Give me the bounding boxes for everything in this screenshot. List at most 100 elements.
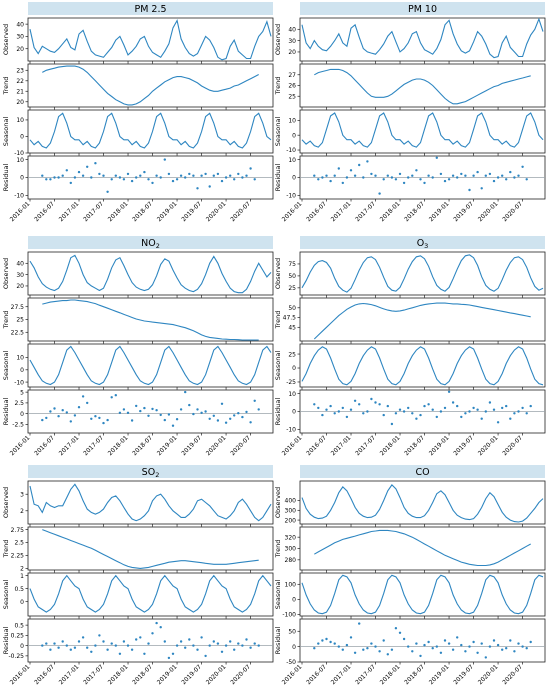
ytick-label: 21 <box>16 88 24 95</box>
residual-point <box>366 647 369 650</box>
residual-point <box>353 399 357 402</box>
residual-point <box>317 406 320 410</box>
xtick-label: 2016-01 <box>9 200 32 223</box>
ytick-label: 300 <box>285 546 297 553</box>
residual-point <box>423 404 426 408</box>
residual-point <box>77 170 81 174</box>
xtick-label: 2018-01 <box>107 663 130 686</box>
residual-point <box>175 178 179 181</box>
residual-point <box>488 401 492 404</box>
residual-point <box>102 421 105 425</box>
residual-point <box>407 176 410 179</box>
residual-point <box>135 638 138 641</box>
chart-title: NO2 <box>141 238 160 250</box>
residual-point <box>411 650 414 653</box>
ytick-label: 1 <box>20 573 24 580</box>
residual-point <box>321 413 324 417</box>
residual-point <box>313 174 316 177</box>
residual-point <box>353 174 357 177</box>
residual-point <box>484 410 487 413</box>
xtick-label: 2019-07 <box>452 434 475 457</box>
residual-point <box>476 408 479 411</box>
seasonal-line <box>29 112 272 149</box>
residual-point <box>98 416 101 420</box>
residual-point <box>431 408 434 411</box>
residual-point <box>45 642 48 645</box>
residual-panel: Residual -10 0 10 2016-01 2016-07 2017-01 2017-… <box>274 155 546 223</box>
residual-point <box>171 424 175 427</box>
ytick-label: 2.25 <box>11 553 25 560</box>
residual-point <box>362 648 365 651</box>
residual-point <box>370 397 373 401</box>
chart-title: PM 2.5 <box>134 4 166 15</box>
ytick-label: 10 <box>16 355 24 362</box>
residual-point <box>98 634 101 637</box>
xtick-label: 2018-01 <box>379 663 402 686</box>
residual-point <box>241 644 244 647</box>
residual-point <box>77 406 81 409</box>
residual-point <box>525 412 528 415</box>
residual-point <box>65 411 69 414</box>
trend-axes-frame <box>299 63 546 108</box>
xtick-label: 2020-07 <box>501 434 524 457</box>
residual-point <box>65 644 69 647</box>
residual-point <box>257 644 260 647</box>
residual-point <box>106 648 109 651</box>
trend-ylabel: Trend <box>274 311 282 330</box>
chart-title: SO2 <box>142 467 160 479</box>
residual-ylabel: Residual <box>2 164 10 192</box>
residual-point <box>509 417 512 420</box>
residual-point <box>317 178 320 181</box>
residual-point <box>529 640 532 644</box>
residual-point <box>439 651 443 654</box>
observed-ylabel: Observed <box>2 487 10 518</box>
residual-point <box>337 167 340 170</box>
residual-point <box>443 406 447 410</box>
residual-ylabel: Residual <box>274 627 282 655</box>
residual-point <box>110 178 113 181</box>
trend-axes-frame <box>299 526 546 571</box>
residual-point <box>94 644 97 647</box>
residual-point <box>86 165 89 168</box>
residual-point <box>229 640 232 643</box>
ytick-label: -25 <box>286 379 296 386</box>
residual-point <box>147 642 150 645</box>
observed-panel: Observed 20 30 40 <box>2 251 274 298</box>
residual-point <box>245 174 248 177</box>
residual-point <box>192 644 195 647</box>
residual-point <box>73 414 77 417</box>
residual-point <box>57 176 60 179</box>
residual-point <box>472 640 475 644</box>
residual-point <box>122 178 126 181</box>
ytick-label: 25 <box>288 93 296 100</box>
residual-point <box>517 642 520 645</box>
residual-point <box>501 406 504 410</box>
residual-point <box>468 188 471 192</box>
xtick-label: 2019-07 <box>180 663 203 686</box>
ytick-label: 0 <box>20 367 24 374</box>
residual-point <box>423 181 426 185</box>
residual-point <box>378 192 381 195</box>
residual-point <box>86 401 89 405</box>
residual-point <box>492 408 496 411</box>
ytick-label: 0 <box>292 409 296 416</box>
residual-point <box>73 646 77 649</box>
residual-point <box>505 178 508 181</box>
xtick-label: 2017-01 <box>58 663 81 686</box>
residual-point <box>69 420 73 423</box>
trend-ylabel: Trend <box>2 311 10 330</box>
residual-point <box>419 654 422 658</box>
xtick-label: 2020-01 <box>205 200 228 223</box>
decomposition-2: PM 10 Observed 20 30 40 Trend 25 26 27 Seasonal -1… <box>274 2 546 223</box>
residual-point <box>337 645 340 648</box>
residual-point <box>216 172 220 176</box>
decomposition-5: SO2 Observed 2 3 Trend 2 2.25 2.5 2.75 Seasonal 0 0… <box>2 465 274 686</box>
xtick-label: 2017-07 <box>354 434 377 457</box>
ytick-label: 2.5 <box>14 400 24 407</box>
residual-point <box>492 179 496 183</box>
residual-point <box>411 174 414 177</box>
xtick-label: 2018-07 <box>403 200 426 223</box>
residual-point <box>443 639 447 642</box>
residual-point <box>204 654 207 658</box>
